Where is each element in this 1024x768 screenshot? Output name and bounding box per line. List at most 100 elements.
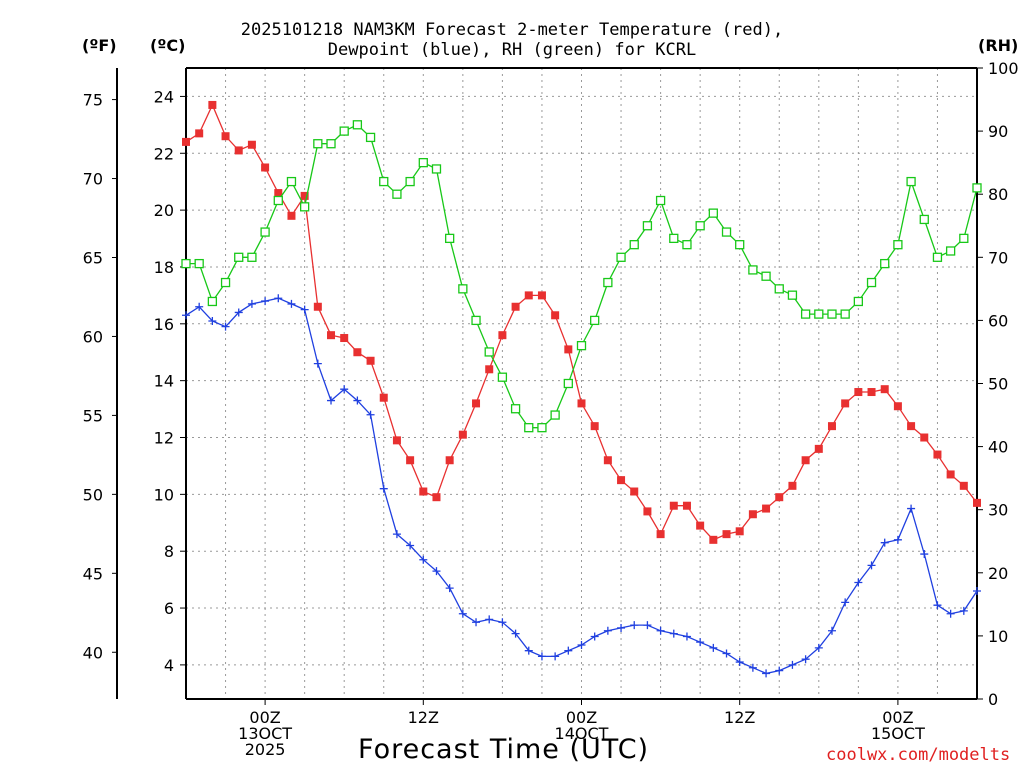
rh-point (458, 284, 468, 294)
fahrenheit-tick-label: 60 (83, 327, 103, 346)
dewpoint-point (247, 299, 256, 308)
temperature-point (696, 521, 705, 530)
temperature-point (603, 456, 612, 465)
dewpoint-point (472, 618, 481, 627)
x-tick-label: 14OCT (555, 724, 609, 743)
fahrenheit-tick-label: 50 (83, 485, 103, 504)
dewpoint-point (656, 626, 665, 635)
rh-tick-label: 80 (988, 185, 1008, 204)
rh-point (550, 410, 560, 420)
rh-point (800, 309, 811, 319)
celsius-tick-label: 14 (154, 372, 174, 391)
temperature-point (748, 510, 757, 519)
x-tick-label: 00Z (249, 708, 280, 727)
dewpoint-point (827, 626, 836, 635)
temperature-point (287, 211, 296, 220)
temperature-point (340, 334, 349, 343)
rh-point (840, 309, 850, 319)
rh-point (906, 176, 916, 187)
rh-point (299, 202, 310, 212)
rh-point (497, 372, 508, 382)
dewpoint-point (762, 669, 771, 678)
rh-point (510, 404, 521, 414)
x-axis-title: Forecast Time (UTC) (358, 734, 650, 765)
rh-point (405, 176, 415, 187)
temperature-point (762, 504, 771, 513)
rh-point (880, 258, 890, 269)
dewpoint-line (185, 297, 978, 675)
rh-point (853, 296, 863, 307)
rh-point (273, 195, 283, 206)
dewpoint-point (959, 606, 968, 615)
rh-point (695, 221, 705, 231)
temperature-point (590, 422, 599, 431)
rh-tick-label: 90 (988, 122, 1008, 141)
dewpoint-point (524, 646, 533, 655)
temperature-point (234, 146, 243, 155)
rh-point (352, 120, 363, 130)
rh-point (339, 126, 349, 136)
rh-tick-label: 70 (988, 248, 1008, 267)
rh-point (537, 423, 547, 433)
x-tick-label: 00Z (882, 708, 913, 727)
rh-point (576, 340, 587, 351)
rh-point (220, 277, 231, 288)
rh-point (418, 157, 428, 168)
temperature-point (379, 393, 388, 402)
dewpoint-point (696, 638, 705, 647)
dewpoint-point (933, 601, 942, 610)
dewpoint-point (234, 308, 243, 317)
rh-point (735, 240, 745, 250)
temperature-point (353, 348, 362, 357)
rh-tick-label: 0 (988, 690, 998, 709)
temperature-point (814, 444, 823, 453)
temperature-point (564, 345, 573, 354)
rh-point (313, 139, 323, 149)
dewpoint-point (353, 396, 362, 405)
rh-point (365, 132, 376, 143)
dewpoint-point (537, 652, 546, 661)
fahrenheit-tick-label: 75 (83, 91, 103, 110)
rh-point (827, 309, 837, 319)
celsius-axis-unit: (ºC) (150, 36, 186, 55)
dewpoint-point (748, 663, 757, 672)
rh-point (616, 252, 626, 262)
rh-point (629, 240, 639, 250)
temperature-point (537, 291, 546, 300)
temperature-point (775, 493, 784, 502)
dewpoint-point (313, 359, 322, 368)
temperature-point (419, 487, 428, 496)
chart-title-line-1: 2025101218 NAM3KM Forecast 2-meter Tempe… (240, 20, 784, 40)
rh-point (893, 240, 903, 250)
rh-point (524, 423, 534, 433)
dewpoint-point (327, 396, 336, 405)
temperature-point (630, 487, 639, 496)
temperature-point (617, 476, 626, 485)
dewpoint-point (867, 561, 876, 570)
fahrenheit-tick-label: 45 (83, 564, 103, 583)
dewpoint-point (841, 598, 850, 607)
dewpoint-point (735, 658, 744, 667)
dewpoint-point (274, 294, 283, 303)
celsius-tick-label: 24 (154, 87, 174, 106)
rh-point (207, 296, 218, 307)
rh-point (774, 284, 784, 294)
temperature-point (182, 137, 190, 146)
fahrenheit-tick-label: 65 (83, 248, 103, 267)
x-tick-label: 12Z (408, 708, 439, 727)
temperature-point (195, 129, 204, 138)
temperature-point (893, 402, 902, 411)
dewpoint-point (221, 322, 230, 331)
x-tick-label: 00Z (566, 708, 597, 727)
dewpoint-point (603, 626, 612, 635)
temperature-point (946, 470, 955, 479)
rh-point (563, 378, 573, 389)
celsius-tick-label: 12 (154, 429, 174, 448)
fahrenheit-axis-unit: (ºF) (82, 36, 117, 55)
dewpoint-point (854, 578, 863, 587)
temperature-point (406, 456, 415, 465)
dewpoint-point (195, 302, 204, 311)
temperature-point (458, 430, 467, 439)
temperature-point (788, 481, 797, 490)
temperature-point (827, 422, 836, 431)
